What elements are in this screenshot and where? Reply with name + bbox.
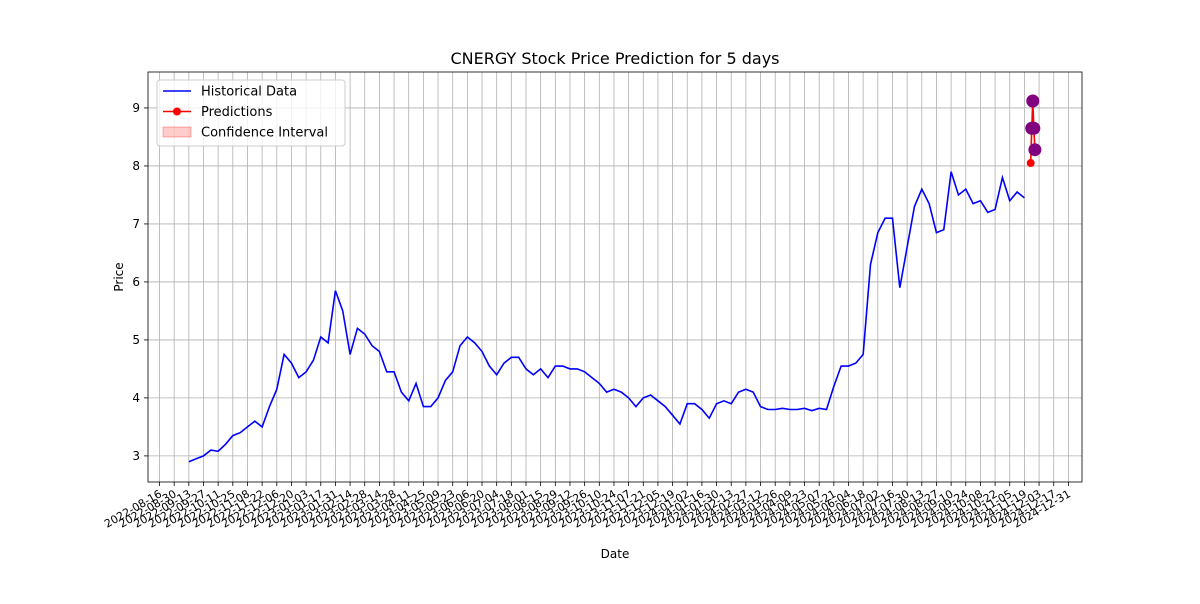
y-tick-label: 6 (132, 275, 140, 289)
legend-marker (173, 107, 181, 116)
y-axis-label: Price (112, 262, 126, 291)
legend-swatch (162, 126, 192, 138)
highlight-point (1027, 121, 1041, 135)
series-line (188, 171, 1025, 463)
legend-box (156, 79, 346, 147)
legend-label: Predictions (201, 105, 273, 120)
x-axis-label: Date (601, 547, 630, 561)
plot-frame (147, 71, 1083, 483)
chart-title: CNERGY Stock Price Prediction for 5 days (451, 49, 780, 68)
legend-label: Historical Data (201, 85, 297, 100)
legend-label: Confidence Interval (201, 126, 328, 141)
y-tick-label: 8 (132, 159, 140, 173)
y-tick-label: 4 (132, 391, 140, 405)
y-tick-label: 7 (132, 217, 140, 231)
prediction-point (1026, 159, 1035, 168)
y-tick-label: 9 (132, 101, 140, 115)
y-tick-label: 5 (132, 333, 140, 347)
y-tick-label: 3 (132, 449, 140, 463)
highlight-point (1028, 143, 1042, 157)
highlight-point (1026, 94, 1040, 108)
